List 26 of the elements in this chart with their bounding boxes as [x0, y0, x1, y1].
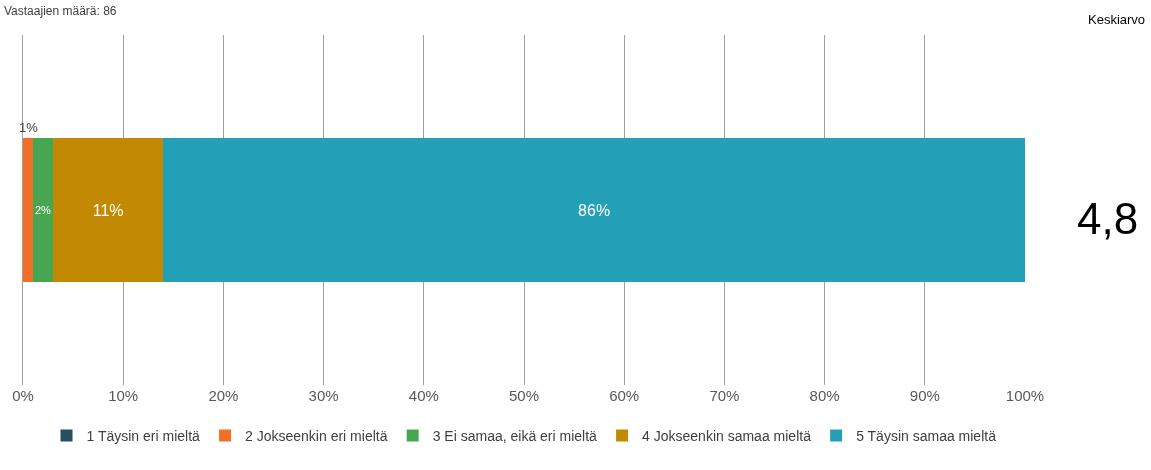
- x-tick-label: 100%: [1005, 387, 1045, 404]
- x-tick-label: 80%: [809, 387, 840, 404]
- legend-label: 4 Jokseenkin samaa mieltä: [642, 428, 812, 445]
- x-tick-label: 40%: [408, 387, 439, 404]
- bar: [53, 138, 164, 282]
- legend-label: 3 Ei samaa, eikä eri mieltä: [432, 428, 598, 445]
- data-label: 86%: [578, 201, 611, 219]
- x-tick-label: 0%: [12, 387, 34, 404]
- x-tick-label: 30%: [308, 387, 339, 404]
- x-tick-label: 70%: [709, 387, 740, 404]
- text: 4,8: [1077, 194, 1139, 243]
- x-tick-label: 90%: [909, 387, 940, 404]
- data-label: 11%: [92, 201, 124, 219]
- bar: [33, 138, 54, 282]
- x-tick-label: 20%: [208, 387, 239, 404]
- legend-label: 1 Täysin eri mieltä: [86, 428, 201, 445]
- legend-label: 5 Täysin samaa mieltä: [856, 428, 997, 445]
- bar: [23, 138, 34, 282]
- x-tick-label: 60%: [609, 387, 640, 404]
- x-tick-label: 10%: [108, 387, 139, 404]
- x-tick-label: 50%: [508, 387, 540, 404]
- text: Vastaajien määrä: 86: [4, 4, 117, 18]
- text: Keskiarvo: [1088, 12, 1146, 27]
- data-label: 1%: [19, 120, 39, 135]
- data-label: 2%: [34, 204, 52, 216]
- legend-label: 2 Jokseenkin eri mieltä: [245, 428, 388, 445]
